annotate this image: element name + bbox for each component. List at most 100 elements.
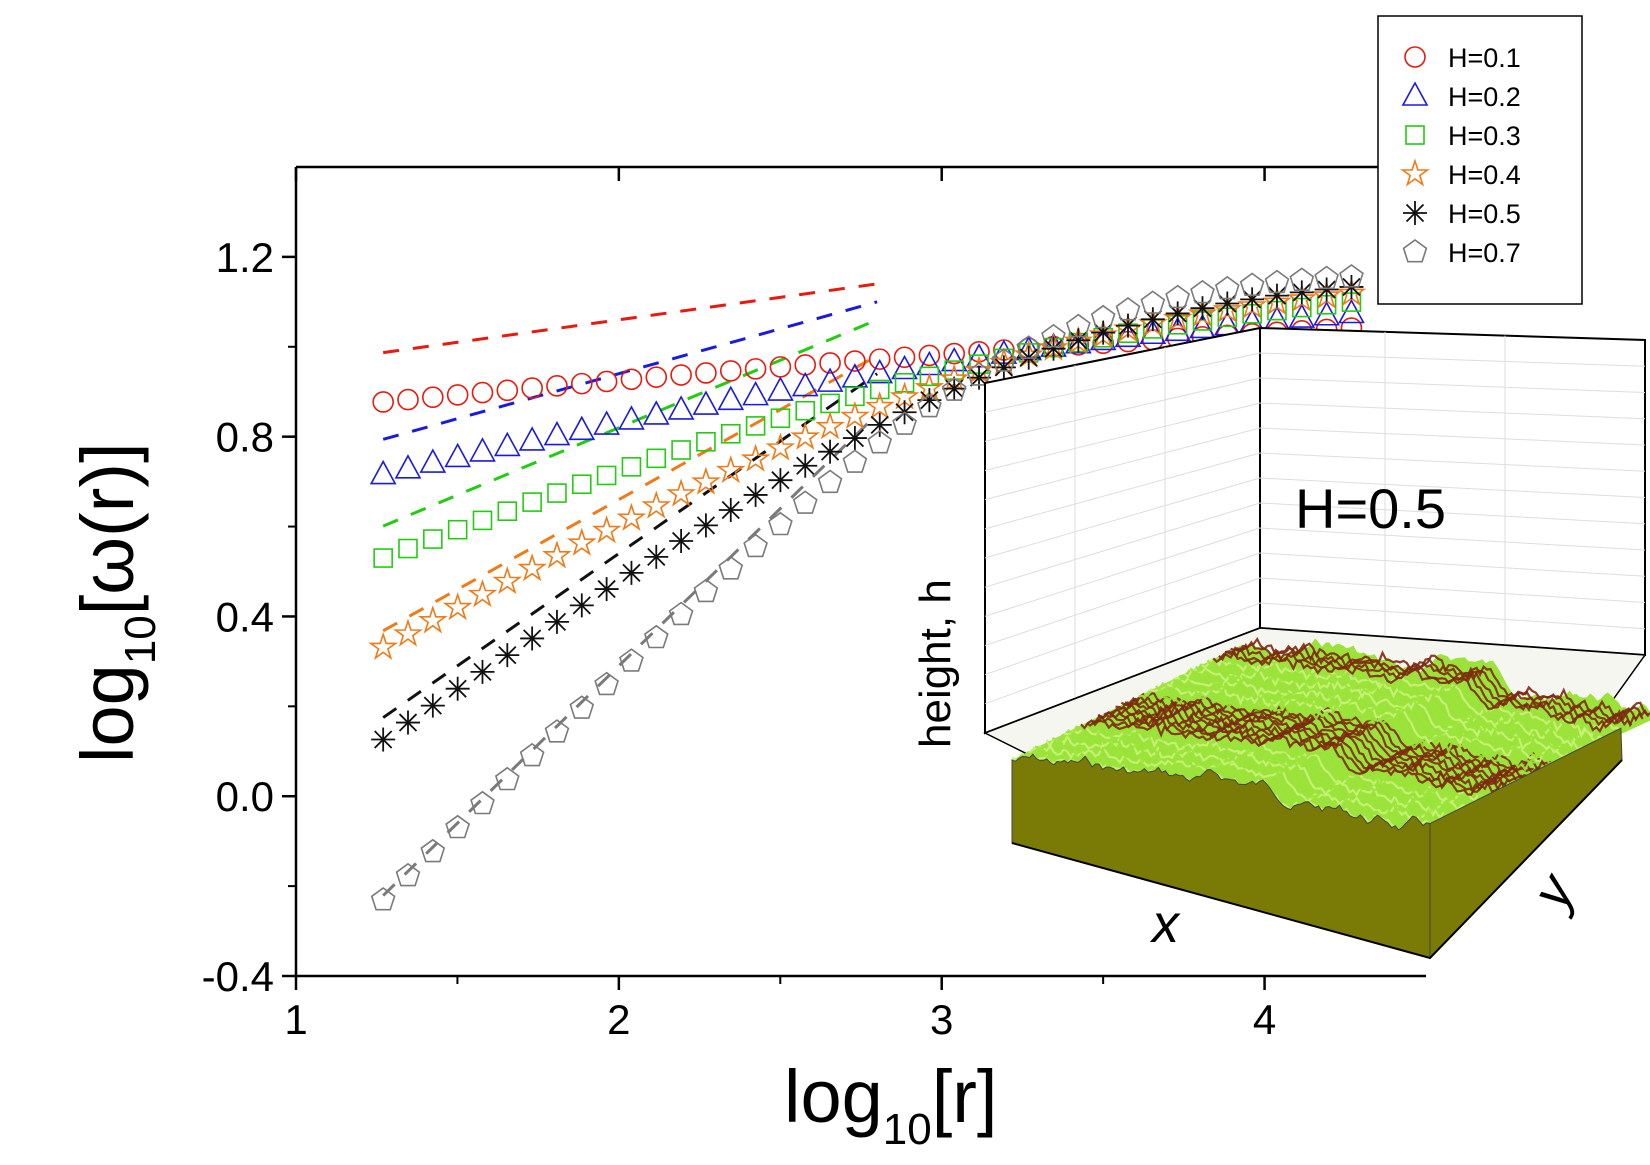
marker-H=0.7 <box>718 556 744 580</box>
marker-H=0.1 <box>868 348 891 370</box>
marker-H=0.2 <box>692 390 720 415</box>
marker-H=0.7 <box>842 449 868 473</box>
marker-H=0.7 <box>792 490 818 514</box>
marker-H=0.3 <box>671 440 691 460</box>
marker-H=0.4 <box>715 455 746 484</box>
marker-H=0.2 <box>419 448 447 473</box>
marker-H=0.3 <box>745 416 766 436</box>
legend-marker <box>1403 201 1427 225</box>
marker-H=0.7 <box>1190 279 1215 304</box>
legend-label: H=0.5 <box>1448 199 1521 229</box>
marker-H=0.3 <box>696 431 716 452</box>
legend-item: H=0.7 <box>1402 238 1521 268</box>
marker-H=0.1 <box>695 362 717 384</box>
marker-H=0.5 <box>544 609 569 634</box>
marker-H=0.3 <box>398 538 418 559</box>
x-tick-label: 1 <box>284 996 307 1043</box>
marker-H=0.1 <box>595 370 618 393</box>
marker-H=0.2 <box>593 410 620 435</box>
legend-marker <box>1402 239 1428 263</box>
marker-H=0.5 <box>569 593 594 618</box>
inset-title: H=0.5 <box>1295 477 1446 540</box>
marker-H=0.2 <box>469 437 496 462</box>
marker-H=0.4 <box>591 515 622 544</box>
marker-H=0.3 <box>646 448 667 469</box>
marker-H=0.2 <box>568 415 596 441</box>
marker-H=0.4 <box>765 432 796 461</box>
marker-H=0.7 <box>1289 267 1315 292</box>
legend-item: H=0.1 <box>1404 43 1521 73</box>
marker-H=0.5 <box>718 498 743 523</box>
marker-H=0.5 <box>768 468 793 493</box>
fit-line-H=0.7 <box>382 413 879 897</box>
marker-H=0.2 <box>891 354 918 380</box>
inset-x-label: x <box>1149 894 1181 954</box>
marker-H=0.2 <box>1164 316 1192 342</box>
marker-H=0.1 <box>670 364 692 386</box>
inset-y-label: y <box>1519 863 1588 921</box>
marker-H=0.2 <box>543 420 571 446</box>
marker-H=0.5 <box>669 529 694 554</box>
marker-H=0.2 <box>642 400 670 425</box>
marker-H=0.7 <box>494 766 520 791</box>
marker-H=0.5 <box>495 643 520 668</box>
marker-H=0.4 <box>542 540 572 569</box>
marker-H=0.1 <box>893 346 916 369</box>
marker-H=0.5 <box>818 439 843 464</box>
marker-H=0.5 <box>793 453 818 478</box>
data-markers <box>368 264 1367 911</box>
marker-H=0.7 <box>1214 275 1240 300</box>
marker-H=0.1 <box>546 375 568 397</box>
legend-label: H=0.4 <box>1448 160 1521 190</box>
legend-label: H=0.2 <box>1448 82 1521 112</box>
marker-H=0.5 <box>395 710 420 735</box>
marker-H=0.3 <box>423 529 443 549</box>
x-tick-label: 3 <box>930 996 953 1043</box>
marker-H=0.3 <box>596 465 617 486</box>
legend-marker <box>1405 125 1425 145</box>
marker-H=0.7 <box>445 814 471 839</box>
marker-H=0.7 <box>395 862 421 887</box>
marker-H=0.1 <box>844 350 866 372</box>
marker-H=0.2 <box>1189 313 1216 339</box>
legend-label: H=0.1 <box>1448 43 1521 73</box>
marker-H=0.7 <box>420 838 446 863</box>
legend-item: H=0.4 <box>1400 158 1521 190</box>
marker-H=0.7 <box>1314 265 1339 290</box>
marker-H=0.7 <box>1016 335 1042 359</box>
marker-H=0.3 <box>770 408 791 429</box>
marker-H=0.7 <box>917 393 942 418</box>
marker-H=0.1 <box>819 352 841 374</box>
marker-H=0.2 <box>667 395 695 420</box>
y-tick-label: 0.4 <box>216 593 274 640</box>
marker-H=0.7 <box>1239 272 1265 297</box>
marker-H=0.1 <box>645 366 668 388</box>
marker-H=0.7 <box>1115 297 1141 321</box>
marker-H=0.5 <box>371 727 396 752</box>
marker-H=0.7 <box>1041 323 1066 348</box>
marker-H=0.7 <box>892 411 917 435</box>
y-tick-label: 0.8 <box>216 414 274 461</box>
y-tick-label: 0.0 <box>216 773 274 820</box>
marker-H=0.4 <box>691 466 721 495</box>
inset-surface-plot: H=0.5 height, h x y <box>911 326 1650 960</box>
marker-H=0.4 <box>864 391 895 420</box>
marker-H=0.7 <box>768 511 793 536</box>
marker-H=0.5 <box>867 412 892 437</box>
fit-line-H=0.5 <box>382 372 878 719</box>
marker-H=0.7 <box>544 719 570 743</box>
marker-H=0.2 <box>767 376 794 401</box>
marker-H=0.2 <box>618 405 645 430</box>
legend-marker <box>1401 81 1429 106</box>
marker-H=0.1 <box>372 391 394 413</box>
marker-H=0.3 <box>522 492 542 512</box>
marker-H=0.4 <box>840 400 870 430</box>
marker-H=0.3 <box>373 548 393 568</box>
inset-surface <box>1011 637 1650 960</box>
marker-H=0.1 <box>918 344 941 367</box>
marker-H=0.1 <box>744 358 767 380</box>
marker-H=0.7 <box>619 648 644 672</box>
fit-line-H=0.1 <box>382 282 878 355</box>
marker-H=0.3 <box>894 372 915 393</box>
marker-H=0.4 <box>368 631 398 660</box>
